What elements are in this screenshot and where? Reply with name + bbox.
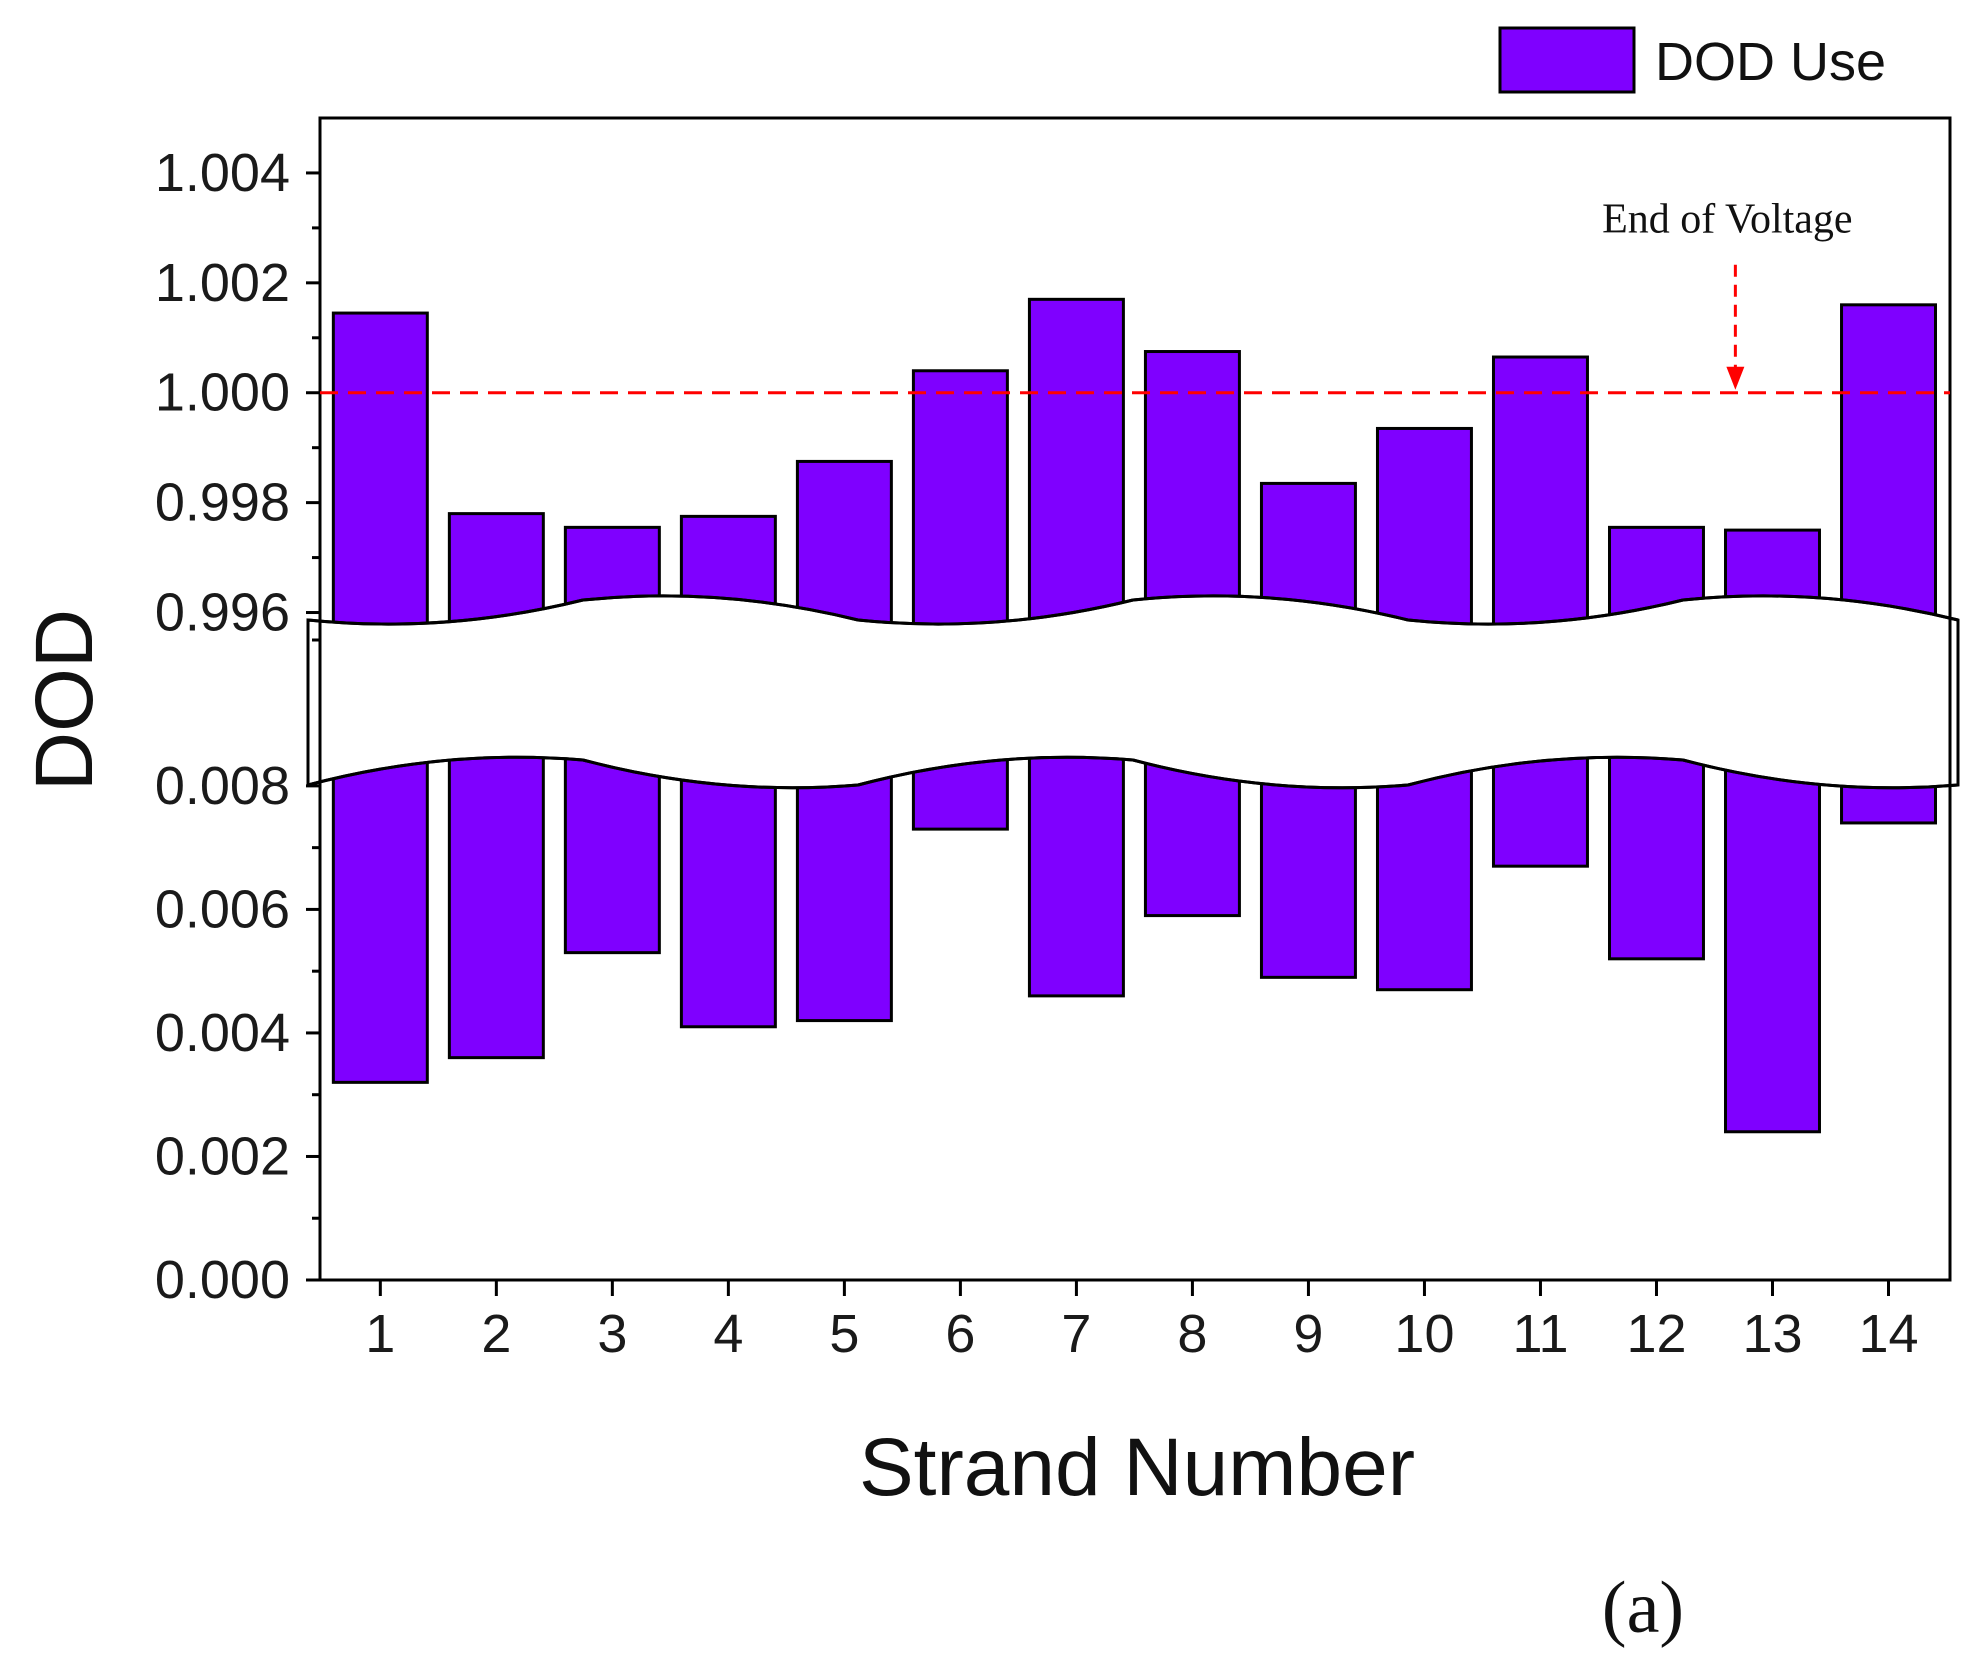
end-of-voltage-label: End of Voltage <box>1602 197 1852 243</box>
y-tick-label: 0.008 <box>155 756 290 816</box>
y-tick-label: 0.002 <box>155 1126 290 1186</box>
legend-label: DOD Use <box>1655 32 1886 92</box>
x-tick-label-6: 6 <box>945 1304 975 1364</box>
x-tick-label-7: 7 <box>1061 1304 1091 1364</box>
x-axis-title: Strand Number <box>859 1422 1415 1513</box>
y-tick-label: 1.004 <box>155 143 290 203</box>
x-tick-label-9: 9 <box>1293 1304 1323 1364</box>
lower-bars-group <box>331 698 1937 1134</box>
x-tick-label-10: 10 <box>1394 1304 1454 1364</box>
axis-break-edges <box>306 594 1960 790</box>
x-tick-label-1: 1 <box>365 1304 395 1364</box>
y-tick-label: 0.998 <box>155 473 290 533</box>
y-tick-label: 0.006 <box>155 879 290 939</box>
x-tick-label-8: 8 <box>1177 1304 1207 1364</box>
y-axis-ticks: 0.996 0.998 1.000 1.002 1.004 0.000 0.002 0.004… <box>155 143 320 1310</box>
y-axis-title: DOD <box>19 609 110 791</box>
plot-frame <box>318 116 1952 1282</box>
x-tick-label-2: 2 <box>481 1304 511 1364</box>
legend-swatch <box>1498 26 1636 94</box>
y-tick-label: 1.002 <box>155 253 290 313</box>
y-tick-label: 1.000 <box>155 363 290 423</box>
x-tick-label-3: 3 <box>597 1304 627 1364</box>
x-tick-label-14: 14 <box>1858 1304 1918 1364</box>
x-tick-label-13: 13 <box>1742 1304 1802 1364</box>
panel-label: (a) <box>1602 1567 1684 1649</box>
x-tick-label-12: 12 <box>1626 1304 1686 1364</box>
x-tick-label-4: 4 <box>713 1304 743 1364</box>
y-tick-label: 0.000 <box>155 1250 290 1310</box>
x-tick-label-5: 5 <box>829 1304 859 1364</box>
y-tick-label: 0.996 <box>155 583 290 643</box>
x-axis-ticks: 1 2 3 4 5 6 7 8 9 10 11 12 13 14 <box>365 1280 1919 1364</box>
x-tick-label-11: 11 <box>1512 1304 1568 1364</box>
end-of-voltage-arrow-head <box>1726 366 1745 390</box>
y-tick-label: 0.004 <box>155 1003 290 1063</box>
